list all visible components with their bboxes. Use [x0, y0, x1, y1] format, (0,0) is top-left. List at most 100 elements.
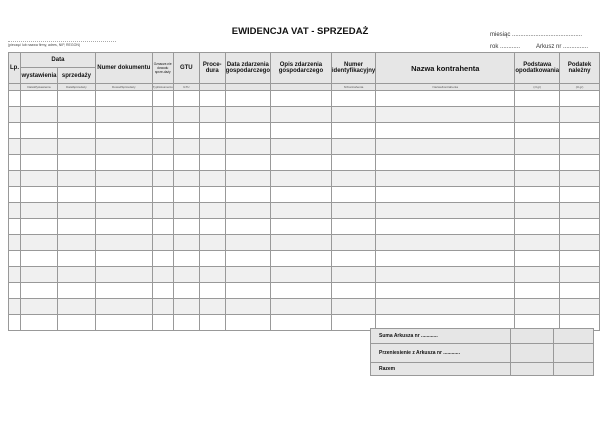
table-cell[interactable] — [330, 186, 377, 203]
table-cell[interactable] — [330, 282, 377, 299]
table-cell[interactable] — [330, 122, 377, 139]
table-cell[interactable] — [151, 170, 174, 187]
table-cell[interactable] — [94, 170, 153, 187]
table-cell[interactable] — [94, 154, 153, 171]
table-cell[interactable] — [172, 266, 200, 283]
table-cell[interactable] — [514, 122, 561, 139]
table-cell[interactable] — [8, 314, 21, 331]
table-cell[interactable] — [375, 138, 516, 155]
table-cell[interactable] — [330, 250, 377, 267]
table-cell[interactable] — [514, 266, 561, 283]
table-cell[interactable] — [198, 122, 226, 139]
table-cell[interactable] — [198, 250, 226, 267]
table-cell[interactable] — [270, 314, 332, 331]
table-cell[interactable] — [19, 266, 58, 283]
table-cell[interactable] — [375, 282, 516, 299]
table-cell[interactable] — [56, 250, 96, 267]
table-cell[interactable] — [330, 138, 377, 155]
table-cell[interactable] — [56, 282, 96, 299]
table-cell[interactable] — [56, 202, 96, 219]
table-cell[interactable] — [172, 314, 200, 331]
table-cell[interactable] — [375, 186, 516, 203]
table-cell[interactable] — [514, 106, 561, 123]
table-cell[interactable] — [172, 234, 200, 251]
table-cell[interactable] — [224, 250, 272, 267]
table-cell[interactable] — [224, 186, 272, 203]
table-cell[interactable] — [375, 218, 516, 235]
table-cell[interactable] — [198, 186, 226, 203]
table-cell[interactable] — [270, 154, 332, 171]
table-cell[interactable] — [8, 266, 21, 283]
table-cell[interactable] — [224, 234, 272, 251]
table-cell[interactable] — [19, 170, 58, 187]
table-cell[interactable] — [94, 106, 153, 123]
table-cell[interactable] — [270, 138, 332, 155]
table-cell[interactable] — [375, 170, 516, 187]
table-cell[interactable] — [56, 138, 96, 155]
table-cell[interactable] — [224, 282, 272, 299]
table-cell[interactable] — [559, 138, 600, 155]
table-cell[interactable] — [172, 202, 200, 219]
table-cell[interactable] — [56, 314, 96, 331]
table-cell[interactable] — [151, 314, 174, 331]
table-cell[interactable] — [224, 90, 272, 107]
table-cell[interactable] — [224, 122, 272, 139]
table-cell[interactable] — [94, 282, 153, 299]
table-cell[interactable] — [270, 170, 332, 187]
table-cell[interactable] — [559, 298, 600, 315]
table-cell[interactable] — [19, 154, 58, 171]
table-cell[interactable] — [151, 106, 174, 123]
table-cell[interactable] — [514, 202, 561, 219]
table-cell[interactable] — [172, 154, 200, 171]
table-cell[interactable] — [330, 266, 377, 283]
table-cell[interactable] — [270, 90, 332, 107]
table-cell[interactable] — [198, 170, 226, 187]
table-cell[interactable] — [198, 218, 226, 235]
table-cell[interactable] — [19, 138, 58, 155]
table-cell[interactable] — [514, 282, 561, 299]
table-cell[interactable] — [56, 90, 96, 107]
table-cell[interactable] — [224, 298, 272, 315]
table-cell[interactable] — [270, 106, 332, 123]
table-cell[interactable] — [8, 186, 21, 203]
table-cell[interactable] — [94, 314, 153, 331]
table-cell[interactable] — [514, 170, 561, 187]
table-cell[interactable] — [151, 266, 174, 283]
table-cell[interactable] — [56, 154, 96, 171]
table-cell[interactable] — [8, 234, 21, 251]
table-cell[interactable] — [94, 234, 153, 251]
table-cell[interactable] — [19, 90, 58, 107]
table-cell[interactable] — [19, 314, 58, 331]
table-cell[interactable] — [151, 202, 174, 219]
table-cell[interactable] — [559, 154, 600, 171]
table-cell[interactable] — [270, 218, 332, 235]
table-cell[interactable] — [19, 298, 58, 315]
table-cell[interactable] — [56, 266, 96, 283]
table-cell[interactable] — [19, 218, 58, 235]
table-cell[interactable] — [270, 282, 332, 299]
table-cell[interactable] — [8, 282, 21, 299]
table-cell[interactable] — [151, 138, 174, 155]
table-cell[interactable] — [151, 154, 174, 171]
table-cell[interactable] — [559, 170, 600, 187]
table-cell[interactable] — [172, 250, 200, 267]
table-cell[interactable] — [151, 250, 174, 267]
razem-podstawa-cell[interactable] — [510, 362, 554, 376]
table-cell[interactable] — [375, 154, 516, 171]
table-cell[interactable] — [224, 154, 272, 171]
table-cell[interactable] — [198, 314, 226, 331]
table-cell[interactable] — [94, 122, 153, 139]
przeniesienie-podatek-cell[interactable] — [553, 343, 594, 363]
table-cell[interactable] — [330, 106, 377, 123]
table-cell[interactable] — [330, 154, 377, 171]
table-cell[interactable] — [224, 314, 272, 331]
table-cell[interactable] — [198, 298, 226, 315]
table-cell[interactable] — [198, 90, 226, 107]
table-cell[interactable] — [172, 90, 200, 107]
table-cell[interactable] — [151, 282, 174, 299]
table-cell[interactable] — [375, 298, 516, 315]
table-cell[interactable] — [8, 298, 21, 315]
table-cell[interactable] — [198, 154, 226, 171]
table-cell[interactable] — [330, 170, 377, 187]
table-cell[interactable] — [94, 266, 153, 283]
